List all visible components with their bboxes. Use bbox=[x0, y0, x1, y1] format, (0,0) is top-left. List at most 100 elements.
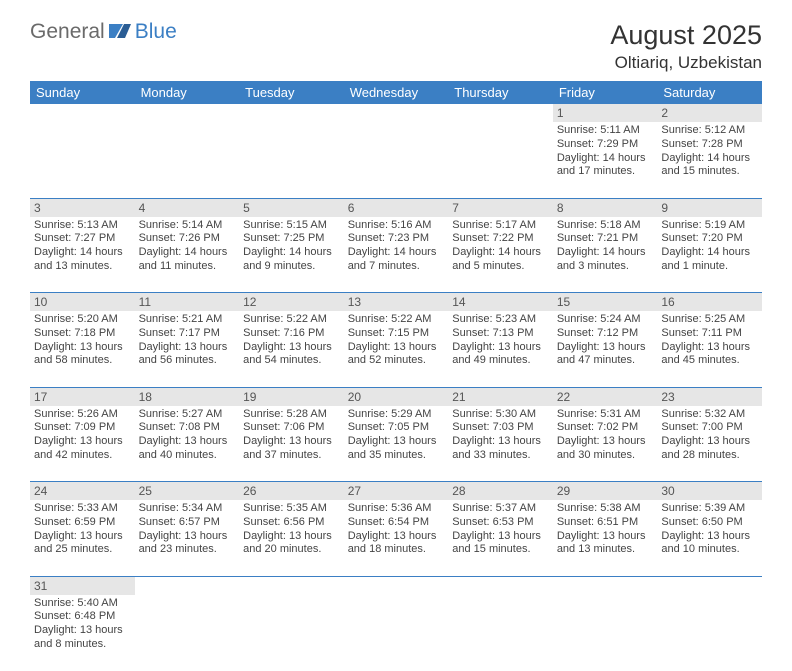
sunrise-text: Sunrise: 5:14 AM bbox=[139, 219, 236, 233]
logo-general: General bbox=[30, 20, 105, 44]
sunrise-text: Sunrise: 5:36 AM bbox=[348, 502, 445, 516]
daylight-text: Daylight: 13 hours and 35 minutes. bbox=[348, 435, 445, 463]
day-number: 7 bbox=[452, 201, 459, 215]
day-cell bbox=[135, 122, 240, 198]
daynum-row: 31 bbox=[30, 576, 762, 595]
day-cell bbox=[239, 122, 344, 198]
daylight-text: Daylight: 14 hours and 13 minutes. bbox=[34, 246, 131, 274]
day-content: Sunrise: 5:28 AMSunset: 7:06 PMDaylight:… bbox=[243, 408, 340, 463]
daylight-text: Daylight: 13 hours and 28 minutes. bbox=[661, 435, 758, 463]
day-cell: Sunrise: 5:28 AMSunset: 7:06 PMDaylight:… bbox=[239, 406, 344, 482]
day-content: Sunrise: 5:22 AMSunset: 7:16 PMDaylight:… bbox=[243, 313, 340, 368]
day-content: Sunrise: 5:34 AMSunset: 6:57 PMDaylight:… bbox=[139, 502, 236, 557]
daylight-text: Daylight: 13 hours and 10 minutes. bbox=[661, 530, 758, 558]
day-number-cell: 16 bbox=[657, 293, 762, 312]
day-number-cell bbox=[239, 104, 344, 122]
day-cell: Sunrise: 5:16 AMSunset: 7:23 PMDaylight:… bbox=[344, 217, 449, 293]
daylight-text: Daylight: 13 hours and 15 minutes. bbox=[452, 530, 549, 558]
sunrise-text: Sunrise: 5:15 AM bbox=[243, 219, 340, 233]
day-number: 27 bbox=[348, 484, 361, 498]
day-cell: Sunrise: 5:40 AMSunset: 6:48 PMDaylight:… bbox=[30, 595, 135, 671]
daynum-row: 12 bbox=[30, 104, 762, 122]
daylight-text: Daylight: 13 hours and 23 minutes. bbox=[139, 530, 236, 558]
sunset-text: Sunset: 7:12 PM bbox=[557, 327, 654, 341]
sunset-text: Sunset: 7:16 PM bbox=[243, 327, 340, 341]
sunrise-text: Sunrise: 5:25 AM bbox=[661, 313, 758, 327]
day-content: Sunrise: 5:35 AMSunset: 6:56 PMDaylight:… bbox=[243, 502, 340, 557]
day-cell bbox=[553, 595, 658, 671]
day-number: 23 bbox=[661, 390, 674, 404]
day-number-cell: 1 bbox=[553, 104, 658, 122]
day-content: Sunrise: 5:12 AMSunset: 7:28 PMDaylight:… bbox=[661, 124, 758, 179]
day-number: 18 bbox=[139, 390, 152, 404]
week-row: Sunrise: 5:11 AMSunset: 7:29 PMDaylight:… bbox=[30, 122, 762, 198]
day-cell: Sunrise: 5:15 AMSunset: 7:25 PMDaylight:… bbox=[239, 217, 344, 293]
sunrise-text: Sunrise: 5:40 AM bbox=[34, 597, 131, 611]
day-number-cell: 6 bbox=[344, 198, 449, 217]
sunrise-text: Sunrise: 5:31 AM bbox=[557, 408, 654, 422]
daylight-text: Daylight: 13 hours and 13 minutes. bbox=[557, 530, 654, 558]
sunset-text: Sunset: 7:15 PM bbox=[348, 327, 445, 341]
day-number: 13 bbox=[348, 295, 361, 309]
daylight-text: Daylight: 13 hours and 18 minutes. bbox=[348, 530, 445, 558]
day-number-cell: 5 bbox=[239, 198, 344, 217]
daylight-text: Daylight: 14 hours and 3 minutes. bbox=[557, 246, 654, 274]
day-number-cell: 8 bbox=[553, 198, 658, 217]
daylight-text: Daylight: 13 hours and 56 minutes. bbox=[139, 341, 236, 369]
day-number: 16 bbox=[661, 295, 674, 309]
day-header: Monday bbox=[135, 81, 240, 104]
day-cell: Sunrise: 5:35 AMSunset: 6:56 PMDaylight:… bbox=[239, 500, 344, 576]
sunrise-text: Sunrise: 5:18 AM bbox=[557, 219, 654, 233]
day-number-cell: 19 bbox=[239, 387, 344, 406]
day-number-cell bbox=[657, 576, 762, 595]
sunset-text: Sunset: 6:48 PM bbox=[34, 610, 131, 624]
day-cell: Sunrise: 5:34 AMSunset: 6:57 PMDaylight:… bbox=[135, 500, 240, 576]
daylight-text: Daylight: 14 hours and 11 minutes. bbox=[139, 246, 236, 274]
sunset-text: Sunset: 6:59 PM bbox=[34, 516, 131, 530]
sunset-text: Sunset: 7:13 PM bbox=[452, 327, 549, 341]
day-cell: Sunrise: 5:33 AMSunset: 6:59 PMDaylight:… bbox=[30, 500, 135, 576]
day-cell: Sunrise: 5:17 AMSunset: 7:22 PMDaylight:… bbox=[448, 217, 553, 293]
day-number-cell bbox=[344, 576, 449, 595]
day-content: Sunrise: 5:22 AMSunset: 7:15 PMDaylight:… bbox=[348, 313, 445, 368]
day-number: 24 bbox=[34, 484, 47, 498]
sunrise-text: Sunrise: 5:34 AM bbox=[139, 502, 236, 516]
day-cell: Sunrise: 5:22 AMSunset: 7:16 PMDaylight:… bbox=[239, 311, 344, 387]
sunset-text: Sunset: 7:18 PM bbox=[34, 327, 131, 341]
day-cell: Sunrise: 5:20 AMSunset: 7:18 PMDaylight:… bbox=[30, 311, 135, 387]
sunrise-text: Sunrise: 5:29 AM bbox=[348, 408, 445, 422]
day-content: Sunrise: 5:33 AMSunset: 6:59 PMDaylight:… bbox=[34, 502, 131, 557]
day-cell: Sunrise: 5:29 AMSunset: 7:05 PMDaylight:… bbox=[344, 406, 449, 482]
day-number: 9 bbox=[661, 201, 668, 215]
day-number-cell: 14 bbox=[448, 293, 553, 312]
day-number-cell: 25 bbox=[135, 482, 240, 501]
day-cell: Sunrise: 5:37 AMSunset: 6:53 PMDaylight:… bbox=[448, 500, 553, 576]
day-cell: Sunrise: 5:12 AMSunset: 7:28 PMDaylight:… bbox=[657, 122, 762, 198]
day-number-cell bbox=[553, 576, 658, 595]
sunset-text: Sunset: 7:26 PM bbox=[139, 232, 236, 246]
day-number: 10 bbox=[34, 295, 47, 309]
daylight-text: Daylight: 14 hours and 9 minutes. bbox=[243, 246, 340, 274]
sunrise-text: Sunrise: 5:21 AM bbox=[139, 313, 236, 327]
day-number-cell bbox=[344, 104, 449, 122]
sunset-text: Sunset: 7:23 PM bbox=[348, 232, 445, 246]
day-number: 20 bbox=[348, 390, 361, 404]
sunset-text: Sunset: 7:00 PM bbox=[661, 421, 758, 435]
day-number-cell: 10 bbox=[30, 293, 135, 312]
day-cell: Sunrise: 5:11 AMSunset: 7:29 PMDaylight:… bbox=[553, 122, 658, 198]
sunset-text: Sunset: 7:08 PM bbox=[139, 421, 236, 435]
day-cell: Sunrise: 5:39 AMSunset: 6:50 PMDaylight:… bbox=[657, 500, 762, 576]
day-number: 8 bbox=[557, 201, 564, 215]
day-number-cell: 9 bbox=[657, 198, 762, 217]
day-number-cell bbox=[448, 576, 553, 595]
day-number-cell: 23 bbox=[657, 387, 762, 406]
day-content: Sunrise: 5:36 AMSunset: 6:54 PMDaylight:… bbox=[348, 502, 445, 557]
sunrise-text: Sunrise: 5:38 AM bbox=[557, 502, 654, 516]
day-number-cell: 11 bbox=[135, 293, 240, 312]
daynum-row: 24252627282930 bbox=[30, 482, 762, 501]
day-number-cell: 20 bbox=[344, 387, 449, 406]
sunrise-text: Sunrise: 5:20 AM bbox=[34, 313, 131, 327]
sunset-text: Sunset: 7:17 PM bbox=[139, 327, 236, 341]
day-number: 15 bbox=[557, 295, 570, 309]
day-content: Sunrise: 5:16 AMSunset: 7:23 PMDaylight:… bbox=[348, 219, 445, 274]
